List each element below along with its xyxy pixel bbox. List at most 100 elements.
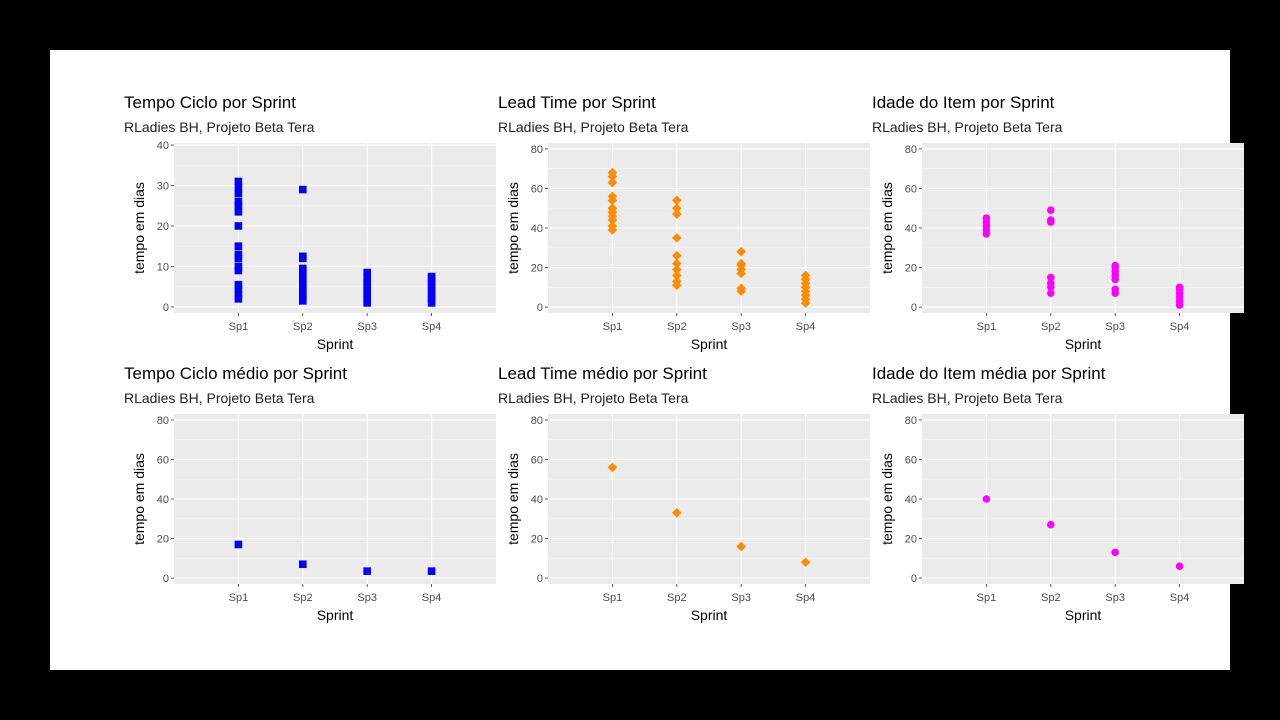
- data-point: [299, 272, 307, 281]
- data-point: [607, 221, 618, 231]
- y-tick-label: 20: [157, 221, 169, 233]
- y-axis-label: tempo em dias: [879, 453, 895, 545]
- chart-subtitle: RLadies BH, Projeto Beta Tera: [124, 390, 315, 406]
- panel-tempo-ciclo-medio: Tempo Ciclo médio por Sprint RLadies BH,…: [120, 359, 496, 629]
- data-point: [234, 254, 243, 263]
- data-point: [736, 283, 746, 294]
- chart-subtitle: RLadies BH, Projeto Beta Tera: [124, 119, 315, 135]
- data-point: [1111, 285, 1119, 294]
- x-tick-label: Sp2: [293, 592, 313, 604]
- x-tick-label: Sp1: [229, 321, 249, 333]
- data-point: [427, 567, 436, 575]
- x-axis-label: Sprint: [1065, 336, 1102, 352]
- y-tick-label: 0: [163, 302, 169, 314]
- data-point: [672, 508, 682, 518]
- y-tick-label: 60: [905, 454, 917, 466]
- data-point: [1111, 548, 1119, 557]
- data-point: [363, 268, 371, 277]
- data-point: [299, 293, 307, 301]
- data-point: [1175, 283, 1184, 292]
- data-point: [234, 208, 243, 216]
- data-point: [299, 284, 307, 293]
- data-point: [672, 250, 682, 261]
- y-tick-label: 80: [905, 415, 917, 427]
- y-tick-label: 40: [157, 140, 169, 152]
- chart-title: Idade do Item por Sprint: [872, 93, 1055, 112]
- data-point: [427, 295, 436, 303]
- y-tick-label: 0: [163, 573, 169, 585]
- panel-idade-item: Idade do Item por Sprint RLadies BH, Pro…: [868, 88, 1244, 358]
- data-point: [607, 167, 618, 178]
- y-tick-label: 20: [905, 263, 917, 275]
- chart-plot: 0 10 20 30 40 Sp1 Sp2 Sp3 Sp4 Sprint tempo em dias: [131, 140, 496, 352]
- data-point: [299, 264, 307, 273]
- chart-title: Tempo Ciclo por Sprint: [124, 93, 296, 112]
- x-tick-label: Sp2: [293, 321, 313, 333]
- x-tick-label: Sp1: [603, 321, 623, 333]
- panel-tempo-ciclo: Tempo Ciclo por Sprint RLadies BH, Proje…: [120, 88, 496, 358]
- data-point: [234, 295, 243, 303]
- x-tick-label: Sp2: [667, 321, 687, 333]
- data-point: [299, 276, 307, 285]
- data-point: [427, 299, 436, 307]
- data-point: [1047, 216, 1055, 224]
- data-point: [299, 252, 307, 261]
- x-axis-label: Sprint: [317, 336, 354, 352]
- y-tick-label: 80: [905, 144, 917, 156]
- data-point: [607, 191, 618, 202]
- data-point: [234, 266, 243, 275]
- chart-subtitle: RLadies BH, Projeto Beta Tera: [498, 119, 689, 135]
- chart-plot: 0 20 40 60 80 Sp1 Sp2 Sp3 Sp4 Sprint tempo em dias: [505, 143, 870, 352]
- panel-idade-item-media: Idade do Item média por Sprint RLadies B…: [868, 359, 1244, 629]
- x-axis-label: Sprint: [1065, 607, 1102, 623]
- data-point: [363, 274, 371, 283]
- data-point: [234, 201, 243, 210]
- data-point: [736, 258, 746, 269]
- y-tick-label: 40: [905, 223, 917, 235]
- data-point: [800, 270, 811, 281]
- x-tick-label: Sp1: [977, 592, 997, 604]
- data-point: [672, 264, 682, 275]
- y-tick-label: 20: [531, 534, 543, 546]
- x-tick-label: Sp4: [796, 592, 816, 604]
- data-point: [299, 288, 307, 297]
- x-tick-label: Sp4: [1170, 321, 1190, 333]
- data-point: [736, 246, 746, 257]
- y-axis-label: tempo em dias: [505, 182, 521, 274]
- chart-title: Idade do Item média por Sprint: [872, 364, 1106, 383]
- data-point: [234, 280, 243, 289]
- data-point: [736, 541, 746, 552]
- data-point: [234, 189, 243, 198]
- y-tick-label: 40: [531, 494, 543, 506]
- y-tick-label: 40: [531, 223, 543, 235]
- data-point: [234, 242, 243, 251]
- y-tick-label: 0: [911, 302, 917, 314]
- data-point: [607, 203, 618, 214]
- data-point: [1047, 206, 1055, 215]
- y-axis-label: tempo em dias: [505, 453, 521, 545]
- data-point: [1047, 289, 1055, 298]
- data-point: [363, 278, 371, 287]
- x-axis-label: Sprint: [317, 607, 354, 623]
- data-point: [299, 297, 307, 305]
- x-tick-label: Sp3: [731, 592, 751, 604]
- data-point: [234, 250, 243, 259]
- data-point: [234, 290, 243, 299]
- x-tick-label: Sp1: [229, 592, 249, 604]
- data-point: [427, 282, 436, 291]
- data-point: [672, 258, 682, 269]
- data-point: [363, 299, 371, 307]
- chart-plot: 0 20 40 60 80 Sp1 Sp2 Sp3 Sp4 Sprint tempo em dias: [505, 414, 870, 623]
- data-point: [234, 177, 243, 186]
- chart-subtitle: RLadies BH, Projeto Beta Tera: [498, 390, 689, 406]
- y-tick-label: 20: [905, 534, 917, 546]
- x-tick-label: Sp1: [977, 321, 997, 333]
- data-point: [672, 203, 682, 214]
- data-point: [234, 197, 243, 206]
- y-tick-label: 80: [157, 415, 169, 427]
- y-tick-label: 40: [157, 494, 169, 506]
- y-tick-label: 0: [537, 573, 543, 585]
- data-point: [299, 185, 307, 194]
- data-point: [1047, 279, 1055, 288]
- x-tick-label: Sp3: [357, 321, 377, 333]
